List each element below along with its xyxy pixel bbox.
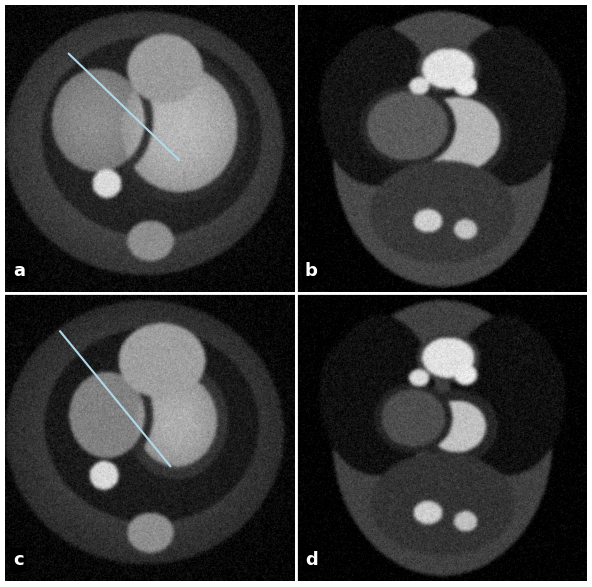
Text: d: d: [305, 551, 318, 569]
Text: b: b: [305, 262, 318, 280]
Text: c: c: [13, 551, 24, 569]
Text: a: a: [13, 262, 25, 280]
